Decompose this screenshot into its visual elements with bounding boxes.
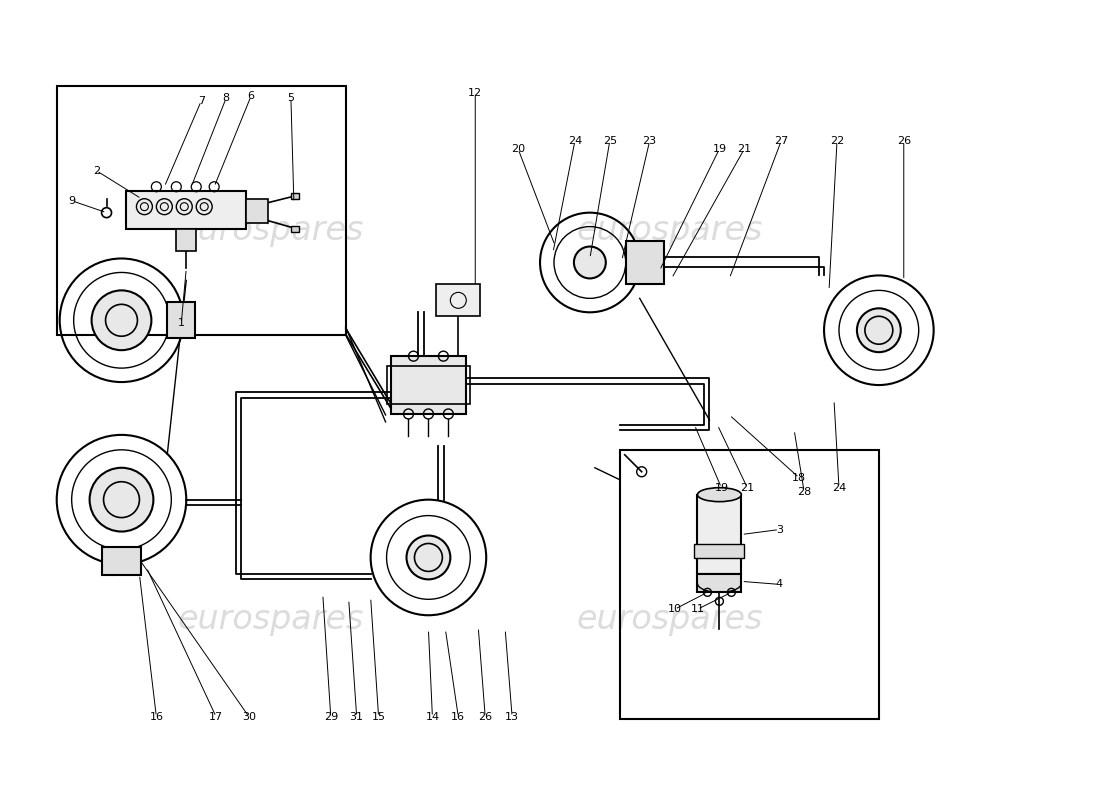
Bar (57, 86, 345, 335)
Circle shape (574, 246, 606, 278)
Text: 12: 12 (469, 88, 482, 98)
Text: eurospares: eurospares (576, 602, 762, 636)
Text: 28: 28 (798, 486, 811, 497)
Circle shape (857, 308, 901, 352)
Text: 4: 4 (776, 579, 783, 590)
Text: eurospares: eurospares (576, 214, 762, 247)
Text: 11: 11 (691, 604, 704, 614)
Bar (437, 285, 481, 316)
Text: 21: 21 (737, 144, 751, 154)
Text: 27: 27 (774, 136, 789, 146)
Text: 19: 19 (714, 482, 728, 493)
Text: 7: 7 (198, 96, 205, 106)
Bar (390, 356, 466, 414)
Bar (167, 302, 195, 338)
Text: 18: 18 (792, 473, 806, 482)
Ellipse shape (697, 488, 741, 502)
Bar (626, 241, 663, 285)
Bar (126, 190, 246, 229)
Bar (246, 198, 268, 222)
Text: eurospares: eurospares (178, 602, 364, 636)
Text: 2: 2 (94, 166, 100, 176)
Text: 26: 26 (896, 136, 911, 146)
Text: 29: 29 (323, 712, 338, 722)
Text: 26: 26 (478, 712, 493, 722)
Text: 24: 24 (832, 482, 846, 493)
Text: 15: 15 (372, 712, 386, 722)
Text: 14: 14 (426, 712, 440, 722)
Text: 25: 25 (603, 136, 617, 146)
Bar (694, 545, 745, 558)
Bar (697, 494, 741, 574)
Text: 23: 23 (642, 136, 657, 146)
Text: 21: 21 (740, 482, 755, 493)
Text: 10: 10 (668, 604, 682, 614)
Circle shape (91, 290, 152, 350)
Text: 31: 31 (350, 712, 364, 722)
Bar (697, 574, 741, 592)
Bar (176, 229, 196, 250)
Text: 9: 9 (68, 196, 75, 206)
Text: 22: 22 (829, 136, 844, 146)
Text: 3: 3 (776, 525, 783, 534)
Text: 16: 16 (150, 712, 164, 722)
Bar (386, 366, 471, 404)
Text: 8: 8 (222, 93, 230, 103)
Text: 1: 1 (178, 318, 185, 328)
Bar (619, 450, 879, 719)
Text: 20: 20 (512, 144, 525, 154)
Text: 19: 19 (713, 144, 726, 154)
Bar (101, 547, 142, 575)
Text: 5: 5 (287, 93, 295, 103)
Text: 30: 30 (242, 712, 256, 722)
Circle shape (407, 535, 450, 579)
Text: 6: 6 (248, 91, 254, 101)
Text: 13: 13 (505, 712, 519, 722)
Text: 17: 17 (209, 712, 223, 722)
Bar (290, 193, 299, 198)
Text: 24: 24 (568, 136, 582, 146)
Text: 16: 16 (451, 712, 465, 722)
Text: eurospares: eurospares (178, 214, 364, 247)
Circle shape (89, 468, 153, 531)
Bar (290, 226, 299, 231)
